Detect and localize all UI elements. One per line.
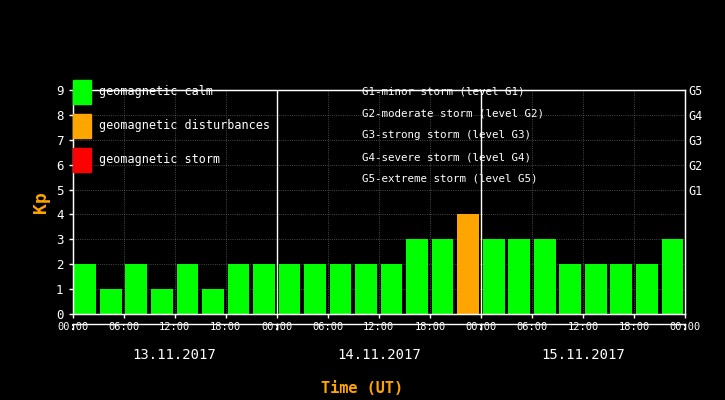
Text: Time (UT): Time (UT) [321,381,404,396]
Bar [253,264,275,314]
Bar [610,264,632,314]
Bar [585,264,607,314]
Text: geomagnetic storm: geomagnetic storm [99,154,220,166]
Text: G2-moderate storm (level G2): G2-moderate storm (level G2) [362,108,544,118]
Bar [483,239,505,314]
Bar [125,264,147,314]
Y-axis label: Kp: Kp [33,191,51,213]
Bar [202,289,224,314]
Text: 13.11.2017: 13.11.2017 [133,348,217,362]
Text: 14.11.2017: 14.11.2017 [337,348,420,362]
Bar [406,239,428,314]
Bar [228,264,249,314]
Text: 15.11.2017: 15.11.2017 [541,348,625,362]
Bar [457,214,479,314]
Bar [560,264,581,314]
Text: geomagnetic disturbances: geomagnetic disturbances [99,120,270,132]
Bar [75,264,96,314]
Bar [381,264,402,314]
Bar [151,289,173,314]
Bar [432,239,453,314]
Bar [304,264,326,314]
Bar [278,264,300,314]
Text: geomagnetic calm: geomagnetic calm [99,86,213,98]
Bar [176,264,198,314]
Text: G1-minor storm (level G1): G1-minor storm (level G1) [362,86,525,96]
Bar [355,264,377,314]
Text: G5-extreme storm (level G5): G5-extreme storm (level G5) [362,174,538,184]
Text: G3-strong storm (level G3): G3-strong storm (level G3) [362,130,531,140]
Bar [100,289,122,314]
Bar [508,239,530,314]
Bar [636,264,658,314]
Bar [534,239,555,314]
Text: G4-severe storm (level G4): G4-severe storm (level G4) [362,152,531,162]
Bar [330,264,352,314]
Bar [661,239,683,314]
